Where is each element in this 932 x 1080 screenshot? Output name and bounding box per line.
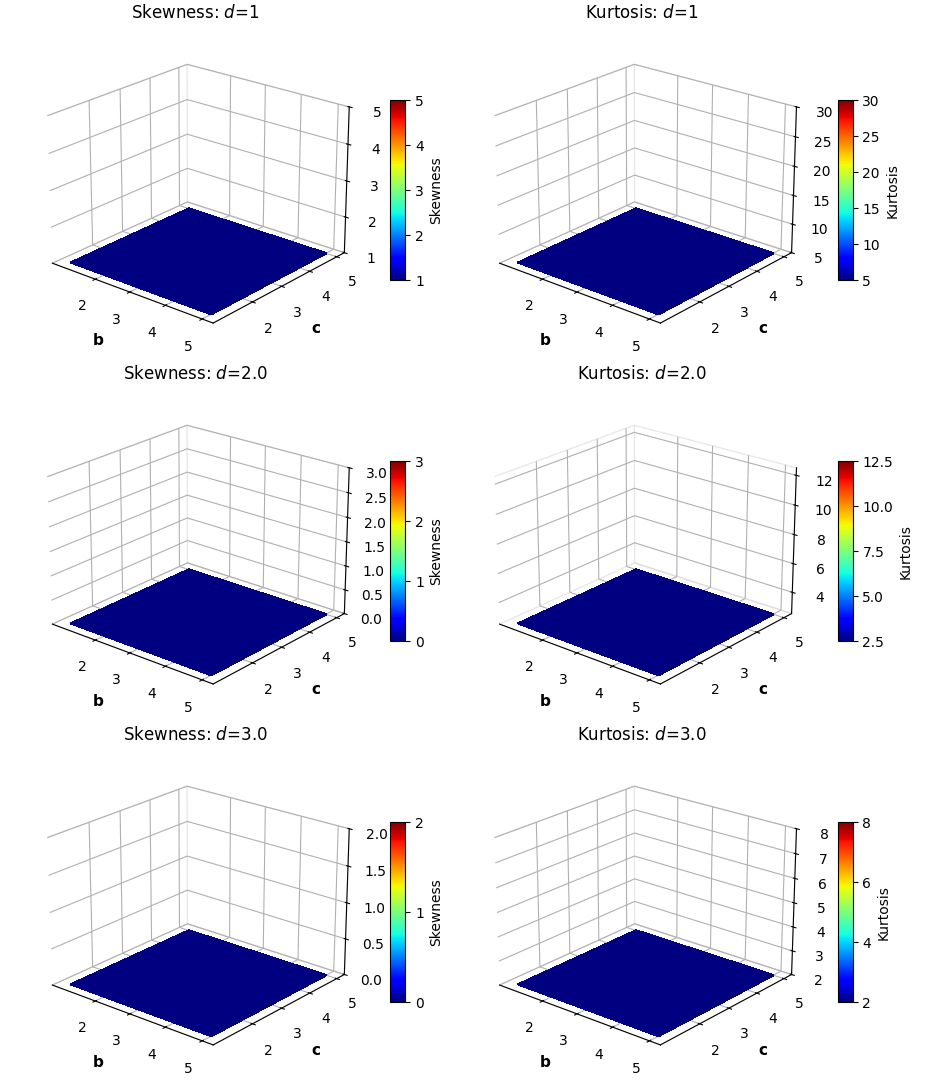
- Title: Skewness: $d$=3.0: Skewness: $d$=3.0: [122, 726, 267, 744]
- Y-axis label: Skewness: Skewness: [430, 878, 444, 946]
- Y-axis label: Kurtosis: Kurtosis: [898, 524, 912, 579]
- X-axis label: b: b: [92, 1055, 103, 1070]
- Y-axis label: c: c: [311, 681, 321, 697]
- Y-axis label: c: c: [759, 1042, 768, 1057]
- X-axis label: b: b: [540, 333, 551, 348]
- Title: Skewness: $d$=2.0: Skewness: $d$=2.0: [122, 365, 267, 383]
- Y-axis label: Kurtosis: Kurtosis: [885, 163, 899, 218]
- Y-axis label: Kurtosis: Kurtosis: [877, 885, 891, 940]
- X-axis label: b: b: [540, 694, 551, 708]
- Y-axis label: Skewness: Skewness: [430, 157, 444, 225]
- X-axis label: b: b: [92, 333, 103, 348]
- Title: Kurtosis: $d$=1: Kurtosis: $d$=1: [585, 4, 699, 23]
- Y-axis label: c: c: [759, 681, 768, 697]
- Title: Kurtosis: $d$=3.0: Kurtosis: $d$=3.0: [577, 726, 706, 744]
- Title: Skewness: $d$=1: Skewness: $d$=1: [130, 4, 259, 23]
- Title: Kurtosis: $d$=2.0: Kurtosis: $d$=2.0: [577, 365, 706, 383]
- X-axis label: b: b: [92, 694, 103, 708]
- Y-axis label: c: c: [311, 1042, 321, 1057]
- Y-axis label: Skewness: Skewness: [430, 517, 444, 585]
- X-axis label: b: b: [540, 1055, 551, 1070]
- Y-axis label: c: c: [759, 321, 768, 336]
- Y-axis label: c: c: [311, 321, 321, 336]
